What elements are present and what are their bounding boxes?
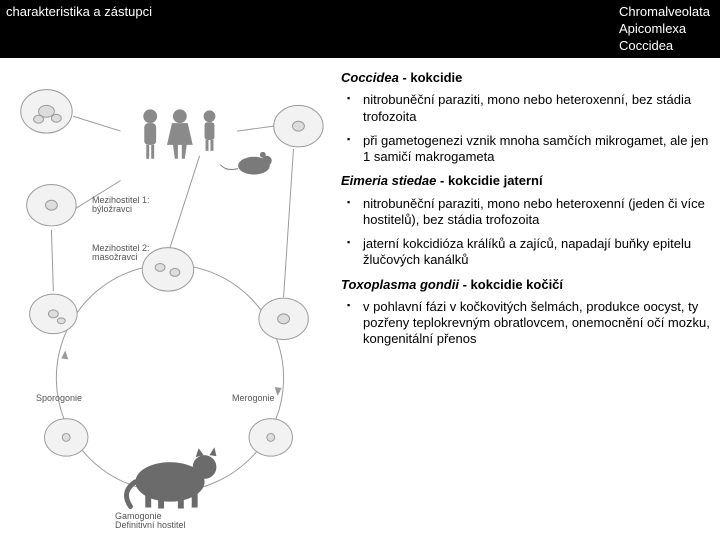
bullet: nitrobuněční paraziti, mono nebo heterox… <box>341 92 710 125</box>
lifecycle-svg <box>2 70 333 538</box>
bullet: nitrobuněční paraziti, mono nebo heterox… <box>341 196 710 229</box>
header-right: Chromalveolata Apicomlexa Coccidea <box>619 4 710 54</box>
label-mezihost2: Mezihostitel 2: masožravci <box>92 244 150 263</box>
human-icons <box>143 109 215 158</box>
heading-coccidea: Coccidea - kokcidie <box>341 70 710 86</box>
list-toxoplasma: v pohlavní fázi v kočkovitých šelmách, p… <box>341 299 710 348</box>
label-sporogonie: Sporogonie <box>36 394 82 403</box>
label-mezihost1: Mezihostitel 1: býložravci <box>92 196 150 215</box>
list-coccidea: nitrobuněční paraziti, mono nebo heterox… <box>341 92 710 165</box>
bullet: v pohlavní fázi v kočkovitých šelmách, p… <box>341 299 710 348</box>
bullet: jaterní kokcidióza králíků a zajíců, nap… <box>341 236 710 269</box>
label-gamogonie: Gamogonie Definitivní hostitel <box>115 512 186 531</box>
content-row: Mezihostitel 1: býložravci Mezihostitel … <box>0 58 720 540</box>
cat-icon <box>126 447 216 508</box>
heading-eimeria: Eimeria stiedae - kokcidie jaterní <box>341 173 710 189</box>
taxon-2: Apicomlexa <box>619 21 710 38</box>
text-column: Coccidea - kokcidie nitrobuněční parazit… <box>335 58 720 540</box>
mouse-icon <box>220 152 271 175</box>
taxon-1: Chromalveolata <box>619 4 710 21</box>
label-merogonie: Merogonie <box>232 394 275 403</box>
header-bar: charakteristika a zástupci Chromalveolat… <box>0 0 720 58</box>
list-eimeria: nitrobuněční paraziti, mono nebo heterox… <box>341 196 710 269</box>
bullet: při gametogenezi vznik mnoha samčích mik… <box>341 133 710 166</box>
taxon-3: Coccidea <box>619 38 710 55</box>
heading-toxoplasma: Toxoplasma gondii - kokcidie kočičí <box>341 277 710 293</box>
header-left: charakteristika a zástupci <box>6 4 152 19</box>
lifecycle-diagram: Mezihostitel 1: býložravci Mezihostitel … <box>0 58 335 540</box>
